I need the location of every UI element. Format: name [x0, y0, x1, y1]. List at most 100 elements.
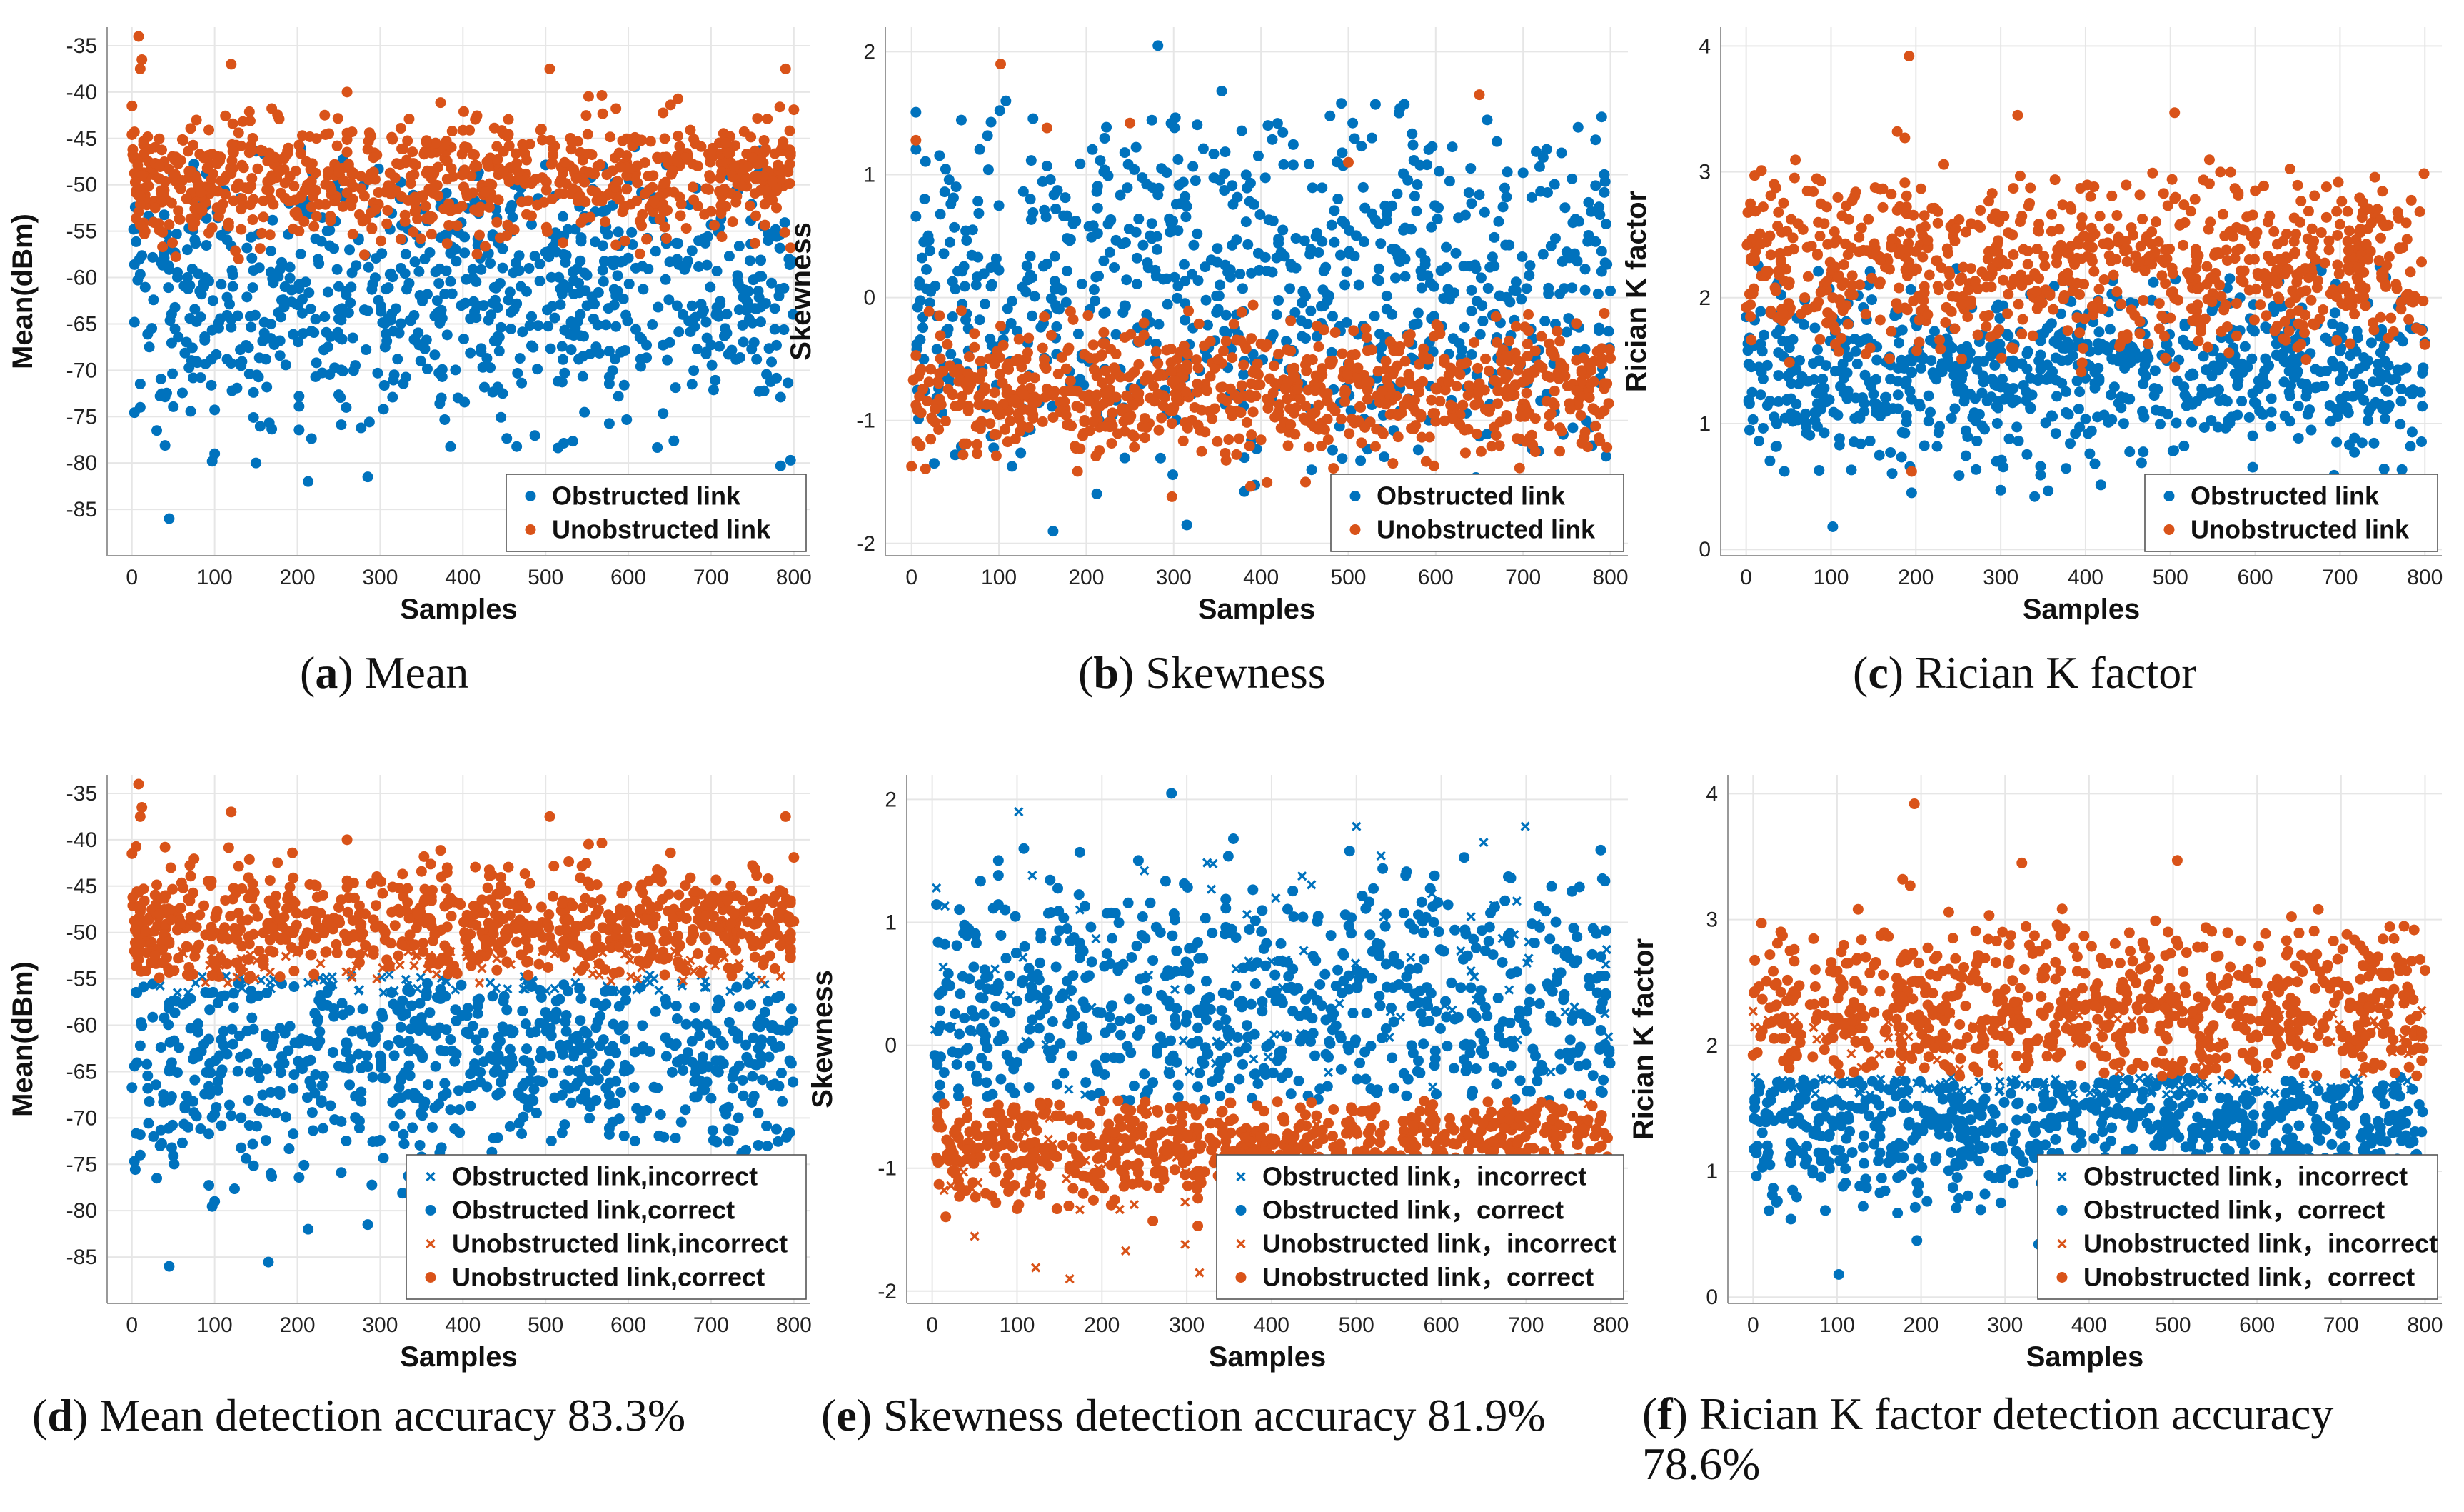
legend-label: Unobstructed link	[2191, 515, 2410, 544]
data-point	[653, 301, 664, 313]
data-point	[1161, 344, 1172, 356]
data-point	[2001, 382, 2012, 394]
data-point	[332, 113, 343, 124]
data-point	[1130, 226, 1142, 238]
data-point	[1277, 224, 1289, 236]
data-point	[129, 176, 141, 188]
data-point	[2094, 211, 2106, 222]
data-point	[189, 217, 201, 229]
data-point	[907, 374, 919, 386]
data-point	[1474, 378, 1485, 389]
x-axis-label: Samples	[400, 594, 518, 625]
data-point	[658, 339, 669, 351]
data-point	[2084, 448, 2096, 459]
data-point	[2363, 355, 2374, 366]
data-point	[963, 351, 975, 363]
x-tick-label: 0	[1740, 566, 1752, 589]
data-point	[2049, 174, 2061, 186]
data-point	[191, 114, 202, 126]
data-point	[1409, 191, 1420, 202]
data-point	[1285, 315, 1297, 326]
data-point	[1052, 282, 1064, 294]
data-point	[1483, 365, 1494, 376]
data-point	[2035, 349, 2046, 361]
data-point	[1545, 346, 1557, 358]
data-point	[1559, 283, 1570, 294]
data-point	[310, 233, 321, 244]
data-point	[136, 54, 148, 65]
data-point	[1444, 176, 1455, 187]
data-point	[1971, 364, 1983, 375]
data-point	[961, 235, 972, 246]
data-point	[1225, 383, 1236, 394]
data-point	[129, 126, 140, 138]
data-point	[1834, 439, 1845, 451]
data-point	[1169, 122, 1180, 134]
data-point	[584, 166, 595, 178]
data-point	[1137, 172, 1148, 184]
data-point	[154, 390, 166, 401]
data-point	[185, 406, 196, 417]
data-point	[233, 358, 245, 369]
data-point	[288, 223, 299, 234]
data-point	[558, 211, 569, 222]
data-point	[2115, 338, 2126, 349]
data-point	[2390, 279, 2402, 290]
data-point	[408, 226, 419, 238]
data-point	[1025, 155, 1037, 166]
data-point	[1142, 262, 1154, 274]
data-point	[2013, 299, 2024, 310]
data-point	[2171, 417, 2182, 429]
data-point	[755, 316, 766, 328]
data-point	[417, 295, 428, 306]
data-point	[1165, 365, 1177, 376]
data-point	[2017, 314, 2028, 325]
data-point	[705, 149, 716, 160]
x-tick-label: 0	[905, 566, 917, 589]
data-point	[1396, 407, 1407, 419]
data-point	[1901, 304, 1913, 316]
data-point	[134, 219, 146, 231]
data-point	[1249, 364, 1261, 375]
data-point	[483, 314, 494, 326]
data-point	[540, 176, 552, 188]
legend-marker	[525, 524, 536, 535]
data-point	[508, 224, 520, 236]
data-point	[1282, 344, 1293, 356]
data-point	[1571, 318, 1582, 329]
data-point	[969, 341, 980, 353]
data-point	[2283, 325, 2295, 336]
data-point	[476, 264, 487, 275]
data-point	[1779, 275, 1790, 286]
data-point	[705, 172, 716, 184]
data-point	[241, 242, 253, 254]
panel-b: 0 100 200 300 400 500 600 700 800-2-1012SamplesS…	[785, 27, 1629, 625]
data-point	[1811, 249, 1823, 261]
data-point	[395, 234, 406, 245]
data-point	[1749, 254, 1761, 265]
data-point	[376, 235, 387, 246]
data-point	[1836, 299, 1847, 311]
data-point	[166, 309, 177, 320]
data-point	[766, 277, 778, 289]
data-point	[1426, 221, 1437, 233]
data-point	[1306, 408, 1317, 419]
data-point	[2029, 491, 2041, 502]
data-point	[1813, 266, 1824, 277]
data-point	[2231, 298, 2242, 309]
data-point	[1870, 401, 1881, 412]
data-point	[203, 276, 215, 287]
data-point	[695, 299, 707, 310]
x-tick-label: 0	[126, 566, 138, 589]
data-point	[1212, 436, 1223, 447]
data-point	[1599, 308, 1610, 319]
data-point	[1861, 245, 1872, 256]
data-point	[1524, 407, 1535, 419]
data-point	[1182, 422, 1193, 434]
data-point	[2169, 292, 2181, 304]
data-point	[430, 266, 441, 278]
data-point	[1544, 410, 1555, 421]
data-point	[2395, 396, 2407, 407]
